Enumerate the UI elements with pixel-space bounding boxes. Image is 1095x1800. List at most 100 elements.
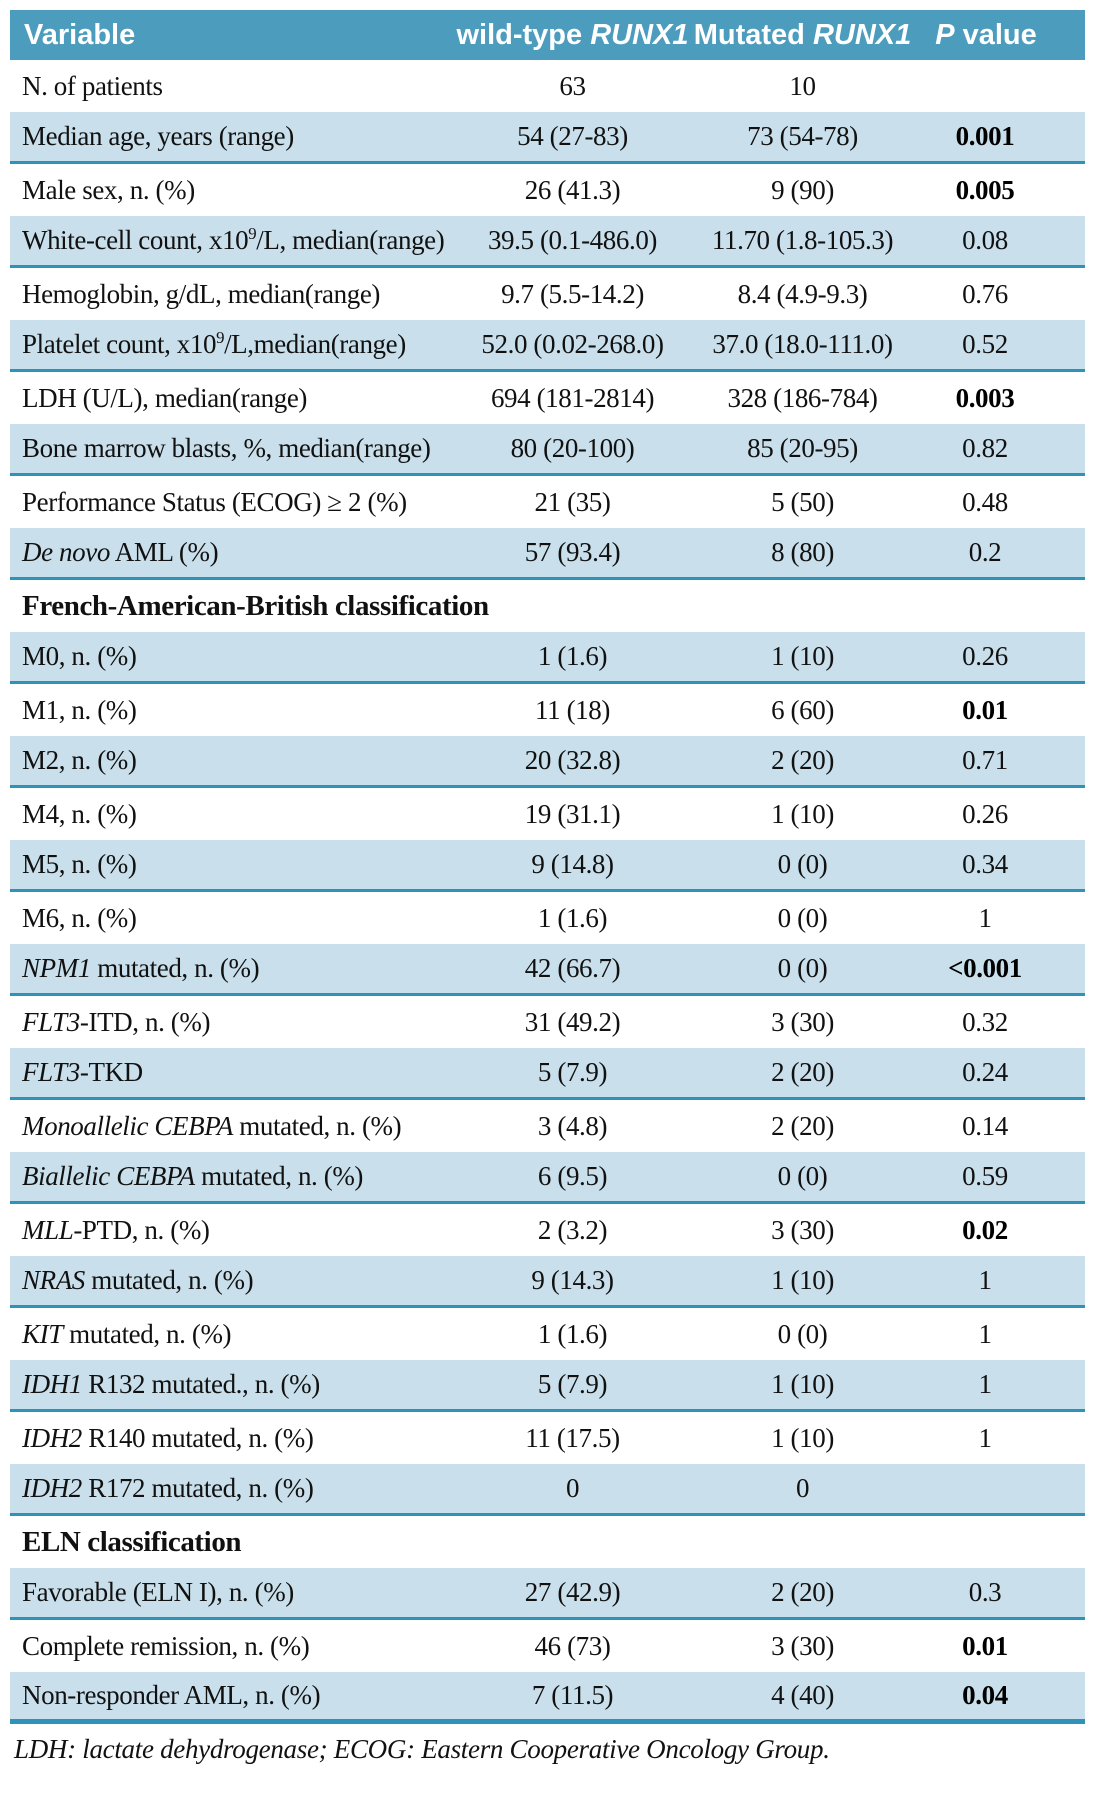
variable-cell: N. of patients [10, 71, 455, 102]
table-row: Male sex, n. (%) 26 (41.3) 9 (90) 0.005 [10, 164, 1085, 216]
label-text: LDH (U/L), median(range) [22, 382, 308, 413]
p-value-cell: 0.26 [962, 641, 1008, 671]
mutated-value-cell: 1 (10) [771, 641, 834, 671]
italic-gene-name: MLL [22, 1214, 74, 1245]
wildtype-value-cell: 42 (66.7) [524, 953, 621, 983]
p-value-cell: 1 [978, 1265, 992, 1295]
italic-gene-name: NRAS [22, 1265, 85, 1295]
table-row: MLL-PTD, n. (%) 2 (3.2) 3 (30) 0.02 [10, 1204, 1085, 1256]
p-value-cell: 0.003 [955, 382, 1015, 413]
variable-cell: Median age, years (range) [10, 121, 455, 152]
variable-cell: Platelet count, x109/L,median(range) [10, 329, 455, 360]
p-value-cell: 0.01 [962, 1630, 1008, 1661]
variable-cell: IDH2 R172 mutated, n. (%) [10, 1473, 455, 1504]
header-wildtype-gene: RUNX1 [590, 18, 689, 51]
p-value-cell: <0.001 [948, 953, 1022, 983]
label-text: mutated, n. (%) [90, 953, 260, 983]
wildtype-value-cell: 21 (35) [534, 486, 611, 517]
variable-cell: FLT3-TKD [10, 1057, 455, 1088]
variable-cell: White-cell count, x109/L, median(range) [10, 225, 455, 256]
label-text: AML (%) [109, 537, 219, 567]
mutated-value-cell: 1 (10) [771, 1422, 834, 1453]
label-text: M2, n. (%) [22, 745, 137, 775]
mutated-value-cell: 10 [789, 70, 816, 101]
table-row: Favorable (ELN I), n. (%) 27 (42.9) 2 (20)… [10, 1568, 1085, 1620]
table-footnote: LDH: lactate dehydrogenase; ECOG: Easter… [14, 1734, 830, 1764]
p-value-cell: 0.24 [962, 1057, 1008, 1087]
variable-cell: MLL-PTD, n. (%) [10, 1215, 455, 1246]
table-row: White-cell count, x109/L, median(range) 3… [10, 216, 1085, 268]
label-text: Non-responder AML, n. (%) [22, 1680, 321, 1710]
wildtype-value-cell: 63 [559, 70, 586, 101]
wildtype-value-cell: 27 (42.9) [524, 1577, 621, 1607]
table-row: Performance Status (ECOG) ≥ 2 (%) 21 (35)… [10, 476, 1085, 528]
wildtype-value-cell: 694 (181-2814) [490, 382, 655, 413]
italic-gene-name: Biallelic CEBPA [22, 1161, 195, 1191]
variable-cell: LDH (U/L), median(range) [10, 383, 455, 414]
table-row: NRAS mutated, n. (%) 9 (14.3) 1 (10) 1 [10, 1256, 1085, 1308]
table-row: M5, n. (%) 9 (14.8) 0 (0) 0.34 [10, 840, 1085, 892]
wildtype-value-cell: 39.5 (0.1-486.0) [487, 225, 658, 255]
label-text: Complete remission, n. (%) [22, 1630, 310, 1661]
p-value-cell: 0.82 [962, 433, 1008, 463]
p-value-cell: 0.59 [962, 1161, 1008, 1191]
wildtype-value-cell: 5 (7.9) [537, 1057, 608, 1087]
mutated-value-cell: 1 (10) [771, 1369, 834, 1399]
p-value-cell: 0.02 [962, 1214, 1008, 1245]
wildtype-value-cell: 9 (14.3) [531, 1265, 614, 1295]
variable-cell: Male sex, n. (%) [10, 175, 455, 206]
label-text: R172 mutated, n. (%) [81, 1473, 314, 1503]
wildtype-value-cell: 80 (20-100) [510, 433, 635, 463]
wildtype-value-cell: 3 (4.8) [537, 1110, 608, 1141]
table-row: M4, n. (%) 19 (31.1) 1 (10) 0.26 [10, 788, 1085, 840]
table-row: FLT3-ITD, n. (%) 31 (49.2) 3 (30) 0.32 [10, 996, 1085, 1048]
mutated-value-cell: 5 (50) [771, 486, 834, 517]
table-body: N. of patients 63 10 Median age, years (ran… [10, 60, 1085, 1724]
p-value-cell: 0.14 [962, 1110, 1008, 1141]
label-text: /L,median(range) [224, 329, 406, 359]
p-value-cell: 0.01 [962, 694, 1008, 725]
italic-gene-name: NPM1 [22, 953, 91, 983]
label-text: White-cell count, x10 [22, 225, 249, 255]
mutated-value-cell: 0 (0) [777, 902, 828, 933]
label-text: /L, median(range) [256, 225, 445, 255]
p-value-cell: 0.34 [962, 849, 1008, 879]
italic-gene-name: IDH2 [22, 1422, 82, 1453]
section-header-row: ELN classification [10, 1516, 1085, 1568]
variable-cell: FLT3-ITD, n. (%) [10, 1007, 455, 1038]
mutated-value-cell: 1 (10) [771, 798, 834, 829]
header-p-italic: P [935, 18, 955, 51]
wildtype-value-cell: 46 (73) [534, 1630, 611, 1661]
label-text: R140 mutated, n. (%) [81, 1422, 314, 1453]
mutated-value-cell: 9 (90) [771, 174, 834, 205]
wildtype-value-cell: 52.0 (0.02-268.0) [481, 329, 664, 359]
header-p-value: P value [915, 19, 1085, 52]
p-value-cell: 1 [978, 1318, 992, 1349]
wildtype-value-cell: 20 (32.8) [524, 745, 621, 775]
p-value-cell: 0.32 [962, 1006, 1008, 1037]
label-text: M1, n. (%) [22, 694, 137, 725]
wildtype-value-cell: 5 (7.9) [537, 1369, 608, 1399]
italic-gene-name: Monoallelic CEBPA [22, 1110, 233, 1141]
mutated-value-cell: 85 (20-95) [747, 433, 858, 463]
p-value-cell: 0.52 [962, 329, 1008, 359]
table-row: NPM1 mutated, n. (%) 42 (66.7) 0 (0) <0.001 [10, 944, 1085, 996]
mutated-value-cell: 1 (10) [771, 1265, 834, 1295]
mutated-value-cell: 3 (30) [771, 1214, 834, 1245]
table-row: FLT3-TKD 5 (7.9) 2 (20) 0.24 [10, 1048, 1085, 1100]
variable-cell: Monoallelic CEBPA mutated, n. (%) [10, 1111, 455, 1142]
label-text: mutated, n. (%) [232, 1110, 402, 1141]
label-text: mutated, n. (%) [84, 1265, 254, 1295]
variable-cell: Bone marrow blasts, %, median(range) [10, 433, 455, 464]
wildtype-value-cell: 54 (27-83) [517, 121, 628, 151]
variable-cell: Complete remission, n. (%) [10, 1631, 455, 1662]
p-value-cell: 0.001 [955, 121, 1015, 151]
italic-gene-name: KIT [22, 1318, 63, 1349]
p-value-cell: 0.3 [968, 1577, 1002, 1607]
mutated-value-cell: 0 [795, 1473, 810, 1503]
label-text: mutated, n. (%) [194, 1161, 364, 1191]
variable-cell: NRAS mutated, n. (%) [10, 1265, 455, 1296]
header-mutated-runx1: Mutated RUNX1 [690, 19, 915, 52]
p-value-cell: 0.08 [962, 225, 1008, 255]
